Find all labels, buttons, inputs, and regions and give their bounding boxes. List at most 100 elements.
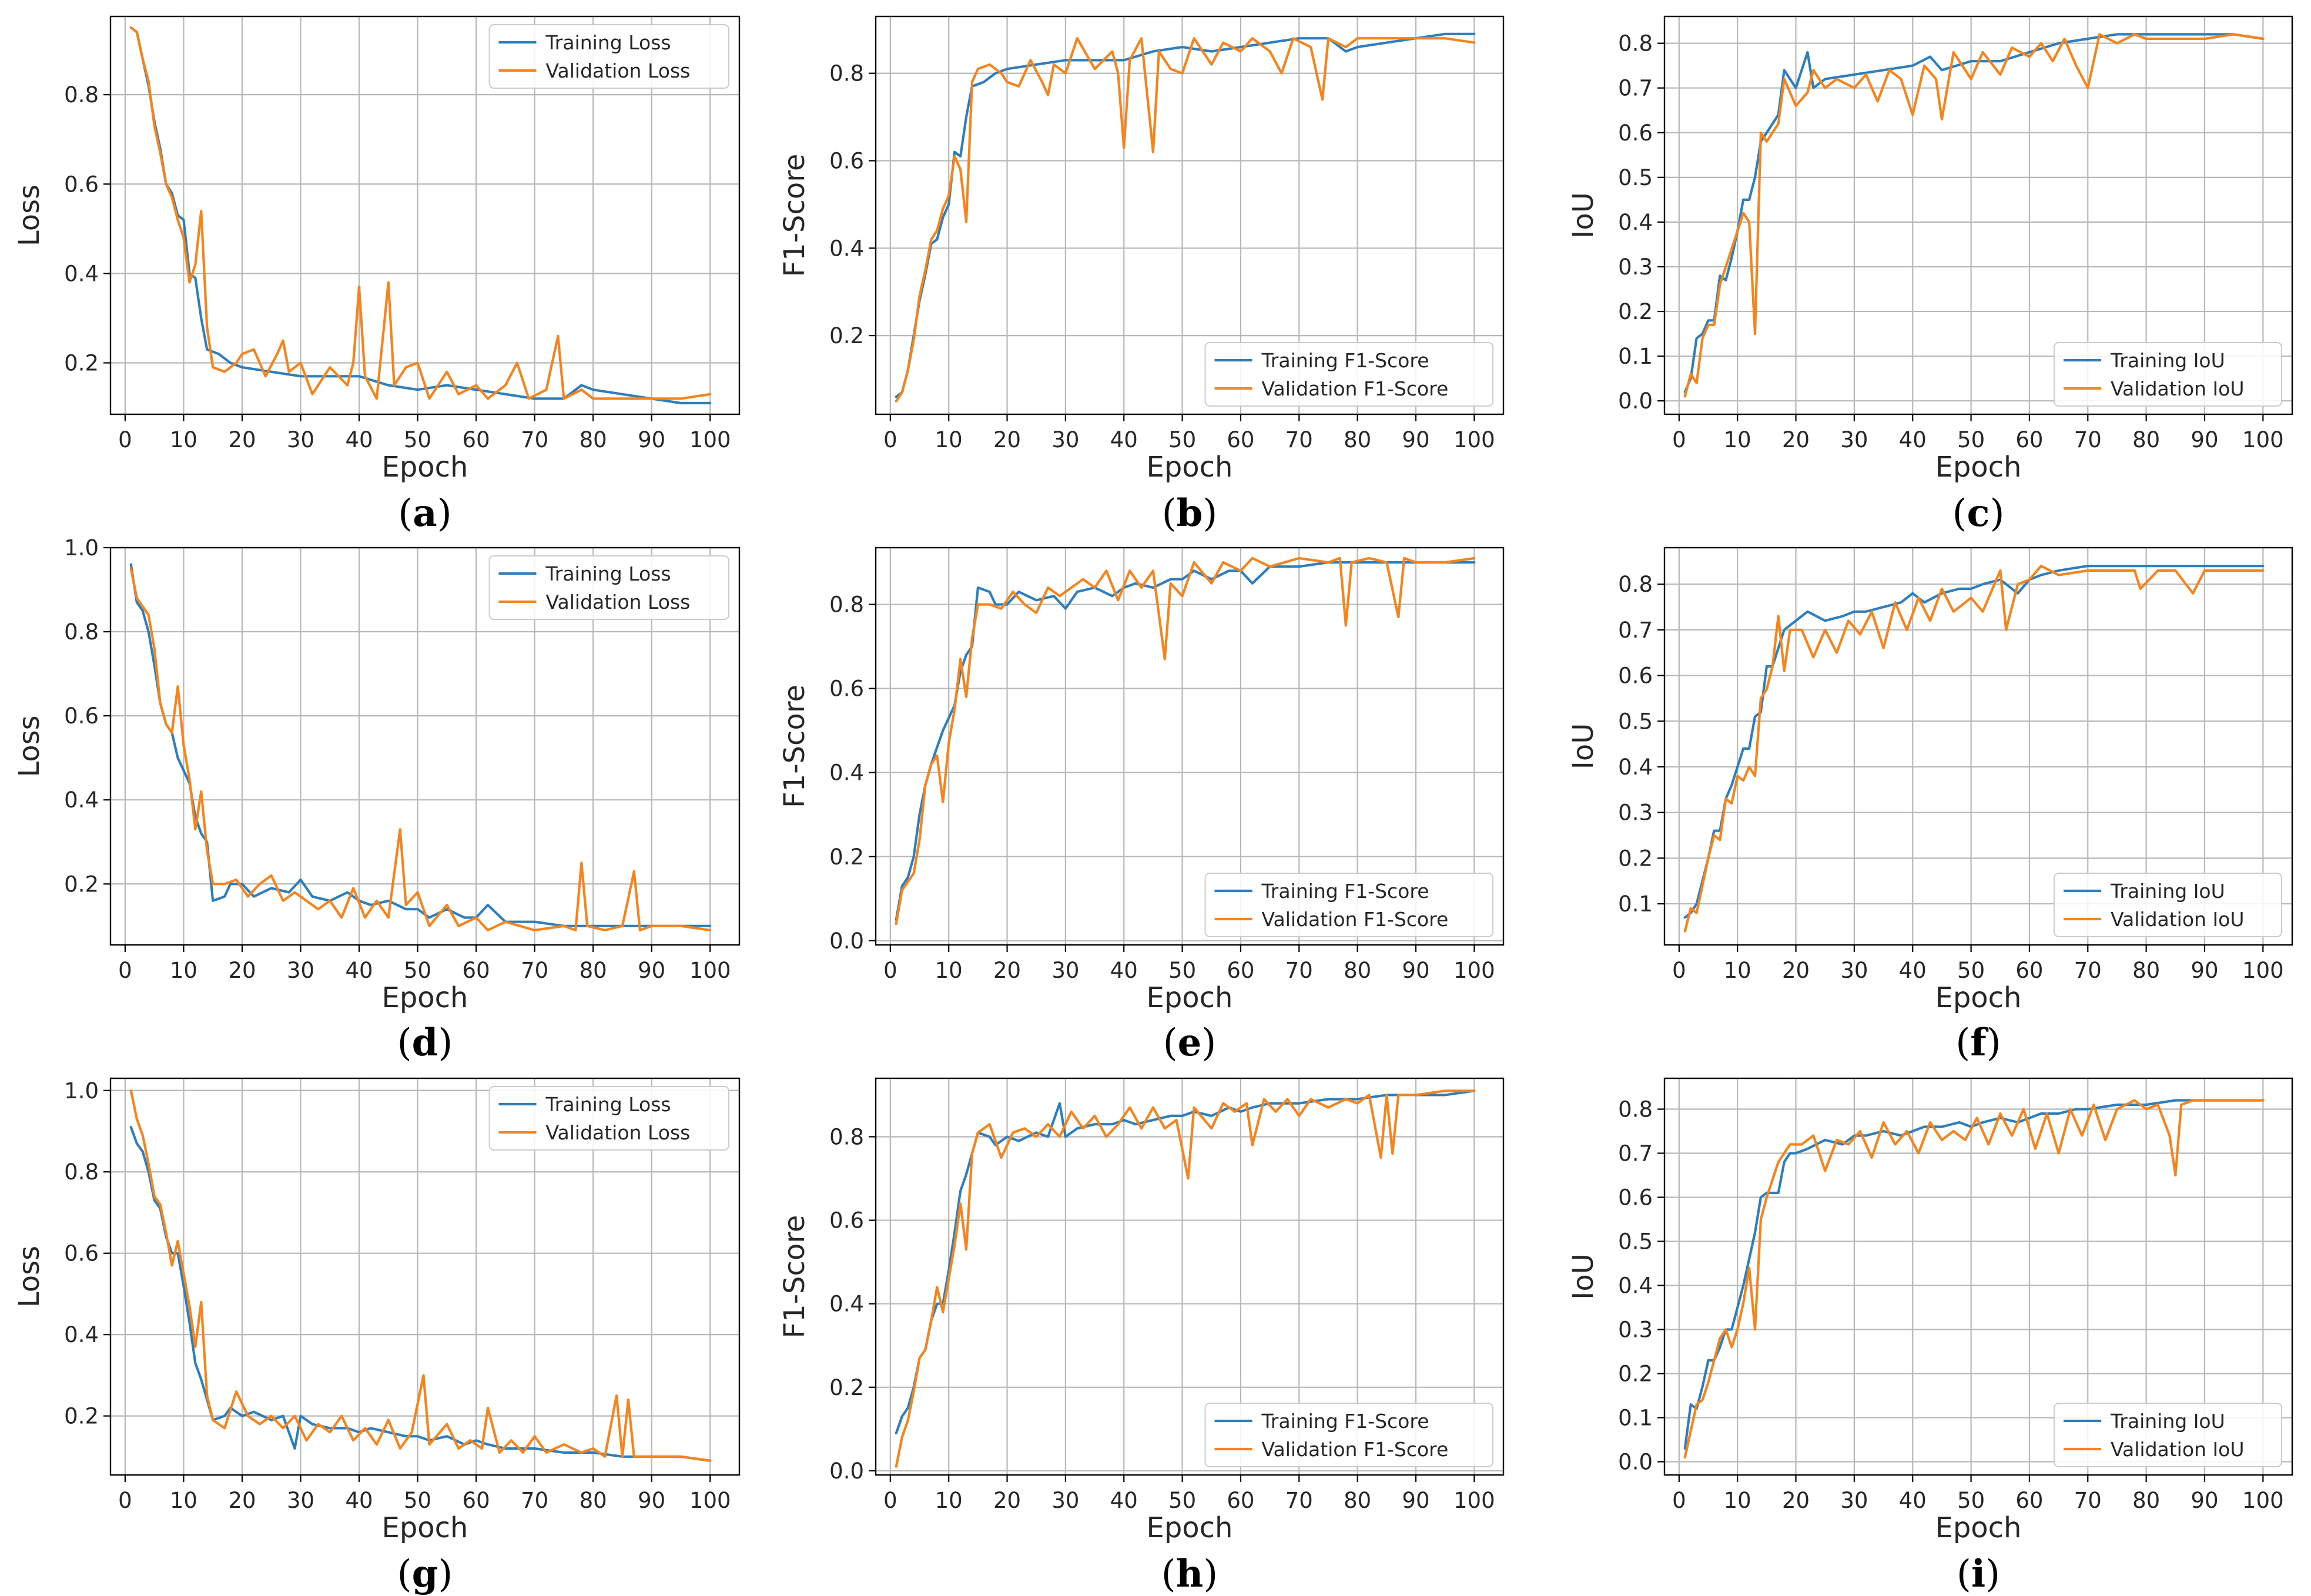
y-axis-label: F1-Score xyxy=(778,1215,811,1339)
y-tick-label: 0.5 xyxy=(1618,1229,1653,1255)
x-axis-label: Epoch xyxy=(1935,981,2022,1014)
x-tick-label: 90 xyxy=(2191,958,2218,983)
x-tick-label: 90 xyxy=(1402,1488,1429,1513)
x-tick-label: 10 xyxy=(1724,958,1751,983)
x-tick-label: 100 xyxy=(1453,1488,1495,1513)
x-tick-label: 20 xyxy=(1782,958,1810,983)
x-tick-label: 10 xyxy=(935,1488,963,1513)
x-tick-label: 100 xyxy=(2242,1488,2284,1513)
y-tick-label: 0.3 xyxy=(1618,1317,1653,1343)
y-tick-label: 0.5 xyxy=(1618,709,1653,734)
chart-panel-e: 0 10 20 30 40 50 60 70 80 90 100 0.0 0.2 0.4 0.6 0.8 Epo… xyxy=(778,546,1505,1065)
x-tick-label: 100 xyxy=(1453,427,1495,452)
series-line-validation xyxy=(1683,565,2265,933)
chart-panel-c: 0 10 20 30 40 50 60 70 80 90 100 0.0 0.1 0.2 0.3 0.4 0.5… xyxy=(1567,15,2293,535)
legend-label-training: Training F1-Score xyxy=(1261,349,1429,372)
x-tick-label: 70 xyxy=(2074,1488,2102,1513)
x-tick-label: 0 xyxy=(883,1488,897,1513)
x-tick-label: 10 xyxy=(935,427,963,452)
panel-caption: (d) xyxy=(397,1021,453,1065)
legend-label-training: Training Loss xyxy=(545,1093,671,1116)
x-axis-label: Epoch xyxy=(1935,1511,2022,1544)
y-tick-label: 0.8 xyxy=(64,82,99,108)
x-tick-label: 0 xyxy=(118,427,132,452)
x-tick-label: 100 xyxy=(689,1488,731,1513)
x-tick-label: 10 xyxy=(170,427,197,452)
panel-caption: (e) xyxy=(1163,1021,1217,1065)
panel-caption: (f) xyxy=(1955,1021,2001,1065)
x-tick-label: 40 xyxy=(1110,427,1138,452)
y-tick-label: 0.4 xyxy=(829,1292,864,1317)
plot-frame xyxy=(875,546,1505,946)
panel-caption-letter: f xyxy=(1970,1021,1988,1065)
x-tick-label: 50 xyxy=(404,427,431,452)
legend-box xyxy=(488,24,729,89)
panel-caption: (i) xyxy=(1957,1552,2000,1596)
y-tick-label: 0.2 xyxy=(829,323,864,348)
x-tick-label: 30 xyxy=(1840,1488,1868,1513)
y-tick-label: 0.0 xyxy=(1618,388,1653,414)
legend-box xyxy=(488,555,729,620)
x-tick-label: 70 xyxy=(1285,1488,1313,1513)
legend-box xyxy=(488,1086,729,1151)
plot-frame xyxy=(1663,546,2293,946)
x-tick-label: 70 xyxy=(1285,427,1313,452)
series-line-validation xyxy=(129,567,712,932)
x-tick-label: 70 xyxy=(521,958,548,983)
y-tick-label: 0.6 xyxy=(64,703,99,729)
chart-panel-a: 0 10 20 30 40 50 60 70 80 90 100 0.2 0.4 0.6 0.8 Epoch L… xyxy=(13,15,741,535)
series-line-validation xyxy=(895,37,1476,403)
y-tick-label: 0.8 xyxy=(64,619,99,645)
x-tick-label: 30 xyxy=(1840,958,1868,983)
x-tick-label: 20 xyxy=(228,958,256,983)
x-axis-label: Epoch xyxy=(1147,451,1233,484)
panel-caption-letter: h xyxy=(1176,1552,1204,1596)
x-tick-label: 30 xyxy=(1840,427,1868,452)
x-tick-label: 50 xyxy=(404,958,431,983)
y-tick-label: 0.8 xyxy=(1618,1097,1653,1122)
chart-panel-b: 0 10 20 30 40 50 60 70 80 90 100 0.2 0.4 0.6 0.8 Epoch F… xyxy=(778,15,1505,535)
x-tick-label: 50 xyxy=(1168,1488,1196,1513)
x-tick-label: 90 xyxy=(638,427,665,452)
y-tick-label: 0.1 xyxy=(1618,891,1653,917)
legend-label-validation: Validation Loss xyxy=(546,1121,691,1144)
x-axis-label: Epoch xyxy=(382,451,468,484)
x-tick-label: 20 xyxy=(228,1488,256,1513)
legend-label-validation: Validation Loss xyxy=(546,591,691,613)
x-tick-label: 60 xyxy=(1227,958,1254,983)
x-tick-label: 60 xyxy=(463,958,490,983)
legend-box xyxy=(2054,1403,2282,1467)
y-tick-label: 0.7 xyxy=(1618,618,1653,643)
x-tick-label: 100 xyxy=(689,958,731,983)
legend-label-training: Training F1-Score xyxy=(1261,880,1429,903)
legend-label-validation: Validation F1-Score xyxy=(1262,377,1449,400)
y-tick-label: 0.8 xyxy=(829,1124,864,1149)
plot-frame xyxy=(109,15,741,415)
x-tick-label: 10 xyxy=(1724,1488,1751,1513)
legend-label-training: Training IoU xyxy=(2110,1410,2225,1433)
y-axis-label: IoU xyxy=(1567,192,1600,239)
x-tick-label: 20 xyxy=(993,958,1021,983)
x-tick-label: 30 xyxy=(1051,1488,1079,1513)
y-axis-label: Loss xyxy=(13,185,46,246)
x-tick-label: 20 xyxy=(993,1488,1021,1513)
y-axis-label: Loss xyxy=(13,715,46,777)
x-tick-label: 50 xyxy=(1957,1488,1985,1513)
y-axis-label: IoU xyxy=(1567,1253,1600,1300)
x-tick-label: 30 xyxy=(287,958,314,983)
legend: Training IoU Validation IoU xyxy=(2054,873,2282,937)
x-tick-label: 40 xyxy=(1899,427,1927,452)
y-tick-label: 0.6 xyxy=(829,676,864,702)
x-tick-label: 60 xyxy=(463,1488,490,1513)
x-tick-label: 10 xyxy=(170,958,197,983)
x-tick-label: 10 xyxy=(1724,427,1751,452)
chart-panel-h: 0 10 20 30 40 50 60 70 80 90 100 0.0 0.2 0.4 0.6 0.8 Epo… xyxy=(778,1077,1505,1596)
x-tick-label: 60 xyxy=(2015,427,2043,452)
x-axis-label: Epoch xyxy=(1147,981,1233,1014)
x-tick-label: 90 xyxy=(1402,427,1429,452)
x-axis-label: Epoch xyxy=(1935,451,2022,484)
x-tick-label: 80 xyxy=(1344,958,1371,983)
x-tick-label: 60 xyxy=(2015,1488,2043,1513)
x-tick-label: 80 xyxy=(580,1488,607,1513)
